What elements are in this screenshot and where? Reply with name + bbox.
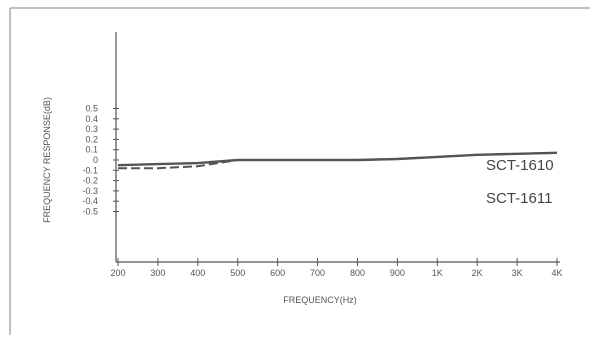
y-tick-label: 0.2 bbox=[85, 134, 98, 144]
x-tick-label: 800 bbox=[350, 268, 365, 278]
x-tick-label: 2K bbox=[472, 268, 483, 278]
x-tick-label: 1K bbox=[432, 268, 443, 278]
x-tick-label: 3K bbox=[512, 268, 523, 278]
x-tick-label: 4K bbox=[551, 268, 562, 278]
y-tick-label: -0.3 bbox=[82, 186, 98, 196]
y-tick-label: 0 bbox=[93, 155, 98, 165]
x-axis-title: FREQUENCY(Hz) bbox=[283, 295, 357, 305]
x-tick-label: 900 bbox=[390, 268, 405, 278]
y-tick-label: 0.1 bbox=[85, 145, 98, 155]
x-tick-label: 200 bbox=[110, 268, 125, 278]
x-tick-group: 200 300 400 500 600 700 800 900 1K 2K 3K 4K bbox=[110, 258, 563, 278]
y-tick-label: -0.4 bbox=[82, 196, 98, 206]
series-line-sct-1610 bbox=[117, 151, 558, 167]
x-tick-label: 300 bbox=[150, 268, 165, 278]
legend-label-sct-1611: SCT-1611 bbox=[486, 190, 552, 207]
y-tick-label: 0.3 bbox=[85, 124, 98, 134]
y-tick-label: 0.4 bbox=[85, 114, 98, 124]
x-tick-label: 600 bbox=[270, 268, 285, 278]
legend-label-sct-1610: SCT-1610 bbox=[486, 157, 554, 174]
y-tick-group: 0.50.40.30.20.10-0.1-0.2-0.3-0.4-0.5 bbox=[82, 104, 119, 217]
x-tick-label: 700 bbox=[310, 268, 325, 278]
y-tick-label: -0.2 bbox=[82, 176, 98, 186]
y-tick-label: 0.5 bbox=[85, 104, 98, 114]
y-tick-label: -0.1 bbox=[82, 165, 98, 175]
series-layer bbox=[117, 151, 558, 170]
y-tick-label: -0.5 bbox=[82, 207, 98, 217]
x-tick-label: 400 bbox=[190, 268, 205, 278]
y-axis-title: FREQUENCY RESPONSE(dB) bbox=[42, 97, 52, 223]
x-tick-label: 500 bbox=[230, 268, 245, 278]
